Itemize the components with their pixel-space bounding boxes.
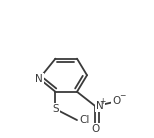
Text: O: O bbox=[112, 96, 120, 106]
Text: O: O bbox=[91, 124, 100, 134]
Text: S: S bbox=[52, 104, 59, 114]
Text: N: N bbox=[35, 74, 43, 84]
Text: N: N bbox=[96, 101, 104, 111]
Text: Cl: Cl bbox=[79, 115, 90, 125]
Text: +: + bbox=[99, 97, 106, 106]
Text: −: − bbox=[119, 91, 126, 100]
